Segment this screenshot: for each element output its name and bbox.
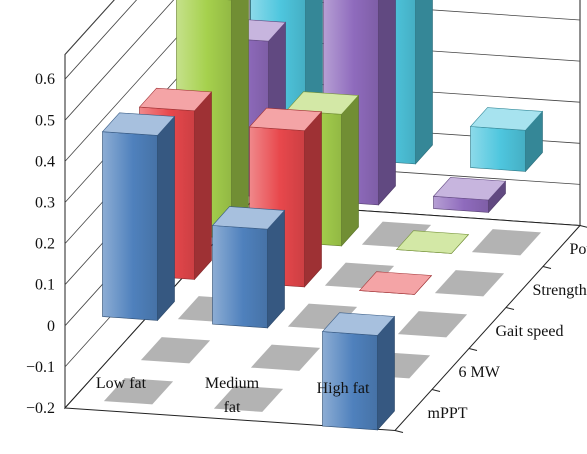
category-labels: Low fat Medium fat High fat: [96, 375, 370, 416]
depth-tick: [431, 389, 441, 392]
y-tick-label: −0.1: [26, 359, 55, 376]
bar-mppt-low-fat: [101, 112, 176, 322]
series-labels: mPPT 6 MW Gait speed Strength Power: [428, 241, 587, 422]
floor-tile: [213, 385, 284, 412]
y-tick-label: 0.3: [35, 195, 55, 212]
floor-tile: [434, 270, 505, 297]
series-label-gait-speed: Gait speed: [496, 323, 564, 340]
depth-tick: [579, 225, 587, 228]
category-label-high-fat: High fat: [317, 380, 370, 397]
series-label-power: Power: [570, 241, 587, 258]
depth-tick: [542, 266, 552, 269]
bar-gait-speed-high-fat: [395, 230, 470, 254]
floor-tile: [103, 378, 174, 405]
floor-tile: [250, 344, 321, 371]
category-label-low-fat: Low fat: [96, 375, 147, 392]
depth-tick: [394, 430, 404, 433]
floor-tile: [397, 311, 468, 338]
category-label-medium-fat: Medium fat: [205, 375, 260, 416]
y-tick-label: 0.6: [35, 71, 55, 88]
y-tick-label: 0.2: [35, 236, 55, 253]
y-tick-label: 0: [47, 318, 55, 335]
y-tick-label: 0.4: [35, 153, 55, 170]
depth-tick: [505, 307, 515, 310]
bar-mppt-medium-fat: [211, 206, 286, 329]
series-label-strength: Strength: [533, 282, 587, 299]
y-tick-label: −0.2: [26, 400, 55, 417]
gridline-8: [64, 0, 138, 80]
floor-tile: [471, 229, 542, 256]
gridline-6: [64, 0, 212, 162]
y-axis-tick-labels: −0.2 −0.1 0 0.1 0.2 0.3 0.4 0.5 0.6: [26, 71, 55, 417]
series-label-6-mw: 6 MW: [459, 364, 501, 381]
bars: [101, 0, 544, 431]
y-tick-label: 0.1: [35, 277, 55, 294]
floor-tile: [140, 337, 211, 364]
gridline-7: [64, 0, 175, 121]
y-tick-label: 0.5: [35, 112, 55, 129]
bar-strength-high-fat: [432, 177, 507, 214]
bar-6-mw-high-fat: [358, 271, 433, 295]
bar-power-high-fat: [469, 107, 544, 173]
series-label-mppt: mPPT: [428, 405, 468, 422]
depth-tick: [468, 348, 478, 351]
bar-mppt-high-fat: [321, 312, 396, 431]
